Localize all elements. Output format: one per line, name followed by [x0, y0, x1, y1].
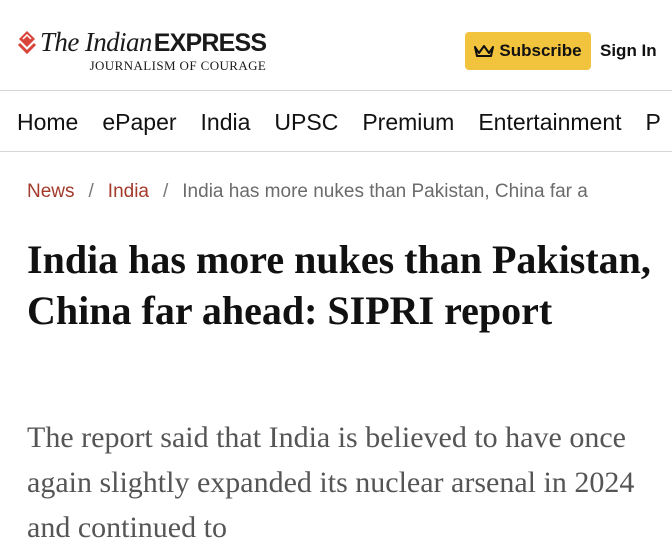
breadcrumb-news[interactable]: News	[27, 181, 75, 202]
breadcrumb-separator: /	[88, 181, 94, 202]
nav-item-premium[interactable]: Premium	[362, 109, 455, 135]
nav-item-more[interactable]: P	[645, 109, 661, 135]
nav-item-entertainment[interactable]: Entertainment	[478, 109, 622, 135]
nav-item-upsc[interactable]: UPSC	[274, 109, 339, 135]
breadcrumb-india[interactable]: India	[107, 181, 149, 202]
crown-icon	[474, 45, 495, 57]
site-logo[interactable]: The Indian EXPRESS JOURNALISM OF COURAGE	[17, 27, 267, 74]
breadcrumb-separator: /	[163, 181, 169, 202]
article-headline: India has more nukes than Pakistan, Chin…	[27, 237, 651, 333]
main-nav: Home ePaper India UPSC Premium Entertain…	[0, 92, 672, 152]
nav-item-home[interactable]: Home	[17, 109, 79, 135]
breadcrumb: News / India / India has more nukes than…	[27, 181, 637, 203]
site-header: The Indian EXPRESS JOURNALISM OF COURAGE…	[0, 0, 672, 91]
sign-in-button[interactable]: Sign In	[600, 41, 657, 60]
nav-item-epaper[interactable]: ePaper	[102, 109, 177, 135]
logo-serif-text: The Indian	[40, 27, 152, 57]
logo-tagline: JOURNALISM OF COURAGE	[89, 58, 267, 73]
breadcrumb-current: India has more nukes than Pakistan, Chin…	[182, 181, 588, 202]
subscribe-button[interactable]: Subscribe	[465, 32, 591, 70]
logo-mark-icon	[17, 31, 37, 54]
article-summary: The report said that India is believed t…	[27, 421, 635, 544]
logo-bold-text: EXPRESS	[153, 29, 267, 57]
nav-item-india[interactable]: India	[200, 109, 251, 135]
subscribe-label: Subscribe	[499, 41, 582, 60]
